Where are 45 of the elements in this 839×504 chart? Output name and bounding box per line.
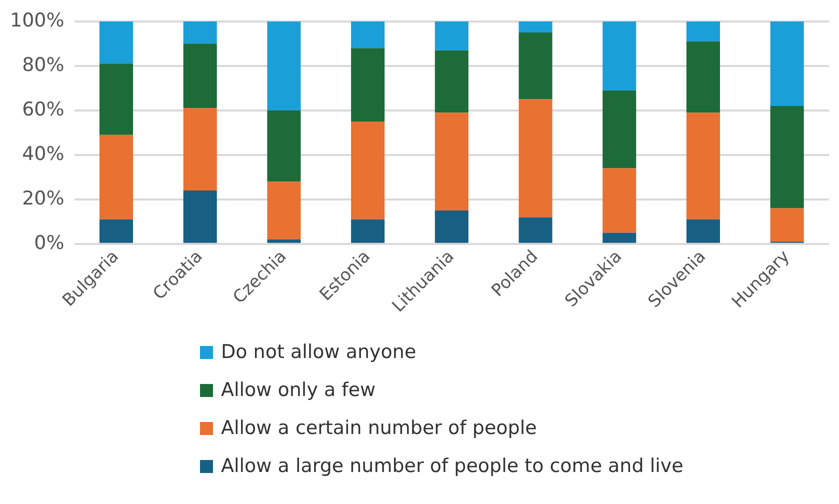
y-tick-label: 60% — [22, 98, 64, 120]
bar — [602, 232, 636, 243]
y-tick-label: 40% — [22, 142, 64, 165]
bar — [183, 44, 217, 108]
legend-label: Allow a large number of people to come and live — [221, 455, 684, 477]
bar — [770, 106, 804, 208]
bar — [351, 21, 385, 48]
legend-label: Allow a certain number of people — [221, 417, 537, 439]
bar — [183, 190, 217, 243]
bar — [183, 108, 217, 190]
y-tick-label: 0% — [34, 232, 64, 254]
y-tick-label: 80% — [22, 54, 64, 76]
bar — [686, 41, 720, 113]
bar — [686, 112, 720, 220]
bar — [602, 21, 636, 90]
bar — [518, 99, 552, 218]
bar — [434, 50, 468, 113]
bar — [434, 21, 468, 50]
bar — [267, 239, 301, 243]
bar — [267, 110, 301, 182]
bar — [434, 112, 468, 211]
bar — [770, 208, 804, 242]
bar — [686, 219, 720, 243]
legend-label: Allow only a few — [221, 379, 376, 401]
bar — [99, 134, 134, 220]
bar — [770, 21, 804, 106]
bar — [351, 48, 385, 122]
bar — [267, 182, 301, 240]
bar — [434, 210, 468, 243]
y-tick-label: 20% — [22, 187, 64, 210]
bar — [267, 21, 301, 110]
legend-label: Do not allow anyone — [221, 341, 416, 363]
bar — [351, 122, 385, 220]
bar — [351, 219, 385, 243]
bar — [183, 21, 217, 44]
bar — [602, 168, 636, 233]
y-tick-label: 100% — [10, 9, 64, 32]
bar — [518, 32, 552, 100]
bar — [99, 219, 134, 243]
bar — [518, 21, 552, 33]
bar — [99, 64, 134, 135]
bar — [99, 21, 134, 64]
bar — [602, 90, 636, 168]
bar — [518, 217, 552, 243]
bar — [686, 21, 720, 42]
